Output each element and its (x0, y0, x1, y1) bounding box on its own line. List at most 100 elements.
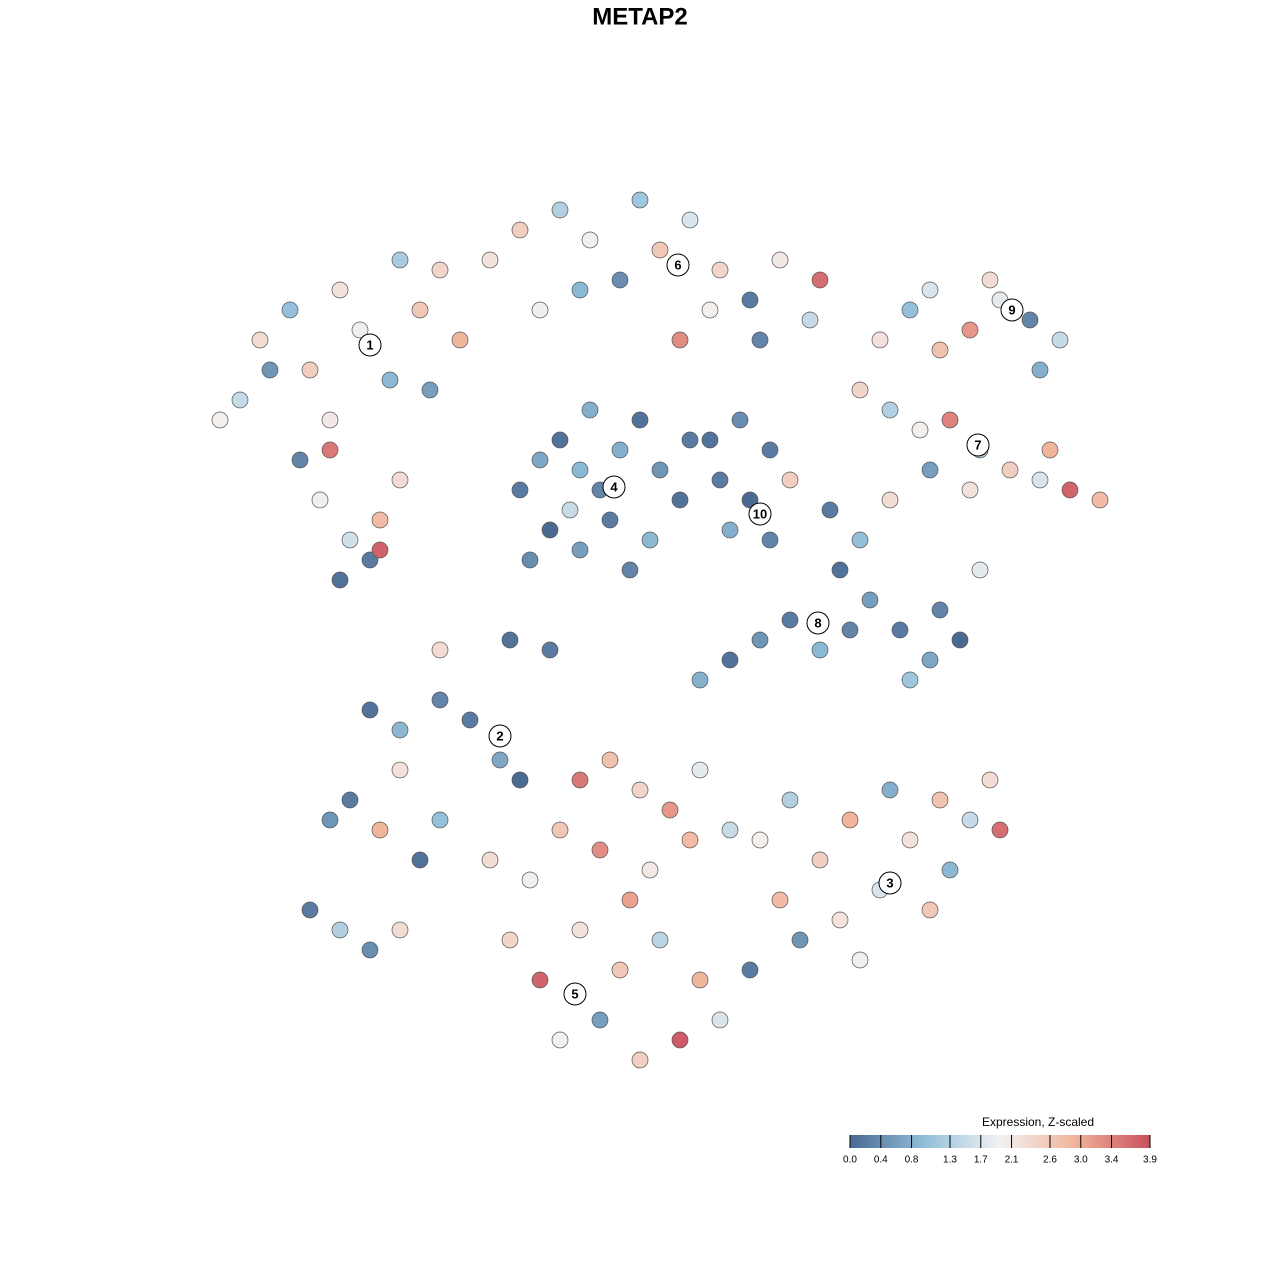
point (631, 1051, 649, 1069)
point (781, 611, 799, 629)
point (631, 411, 649, 429)
point (651, 461, 669, 479)
cluster-label: 1 (366, 337, 373, 352)
point (1051, 331, 1069, 349)
point (741, 491, 759, 509)
point (261, 361, 279, 379)
point (931, 341, 949, 359)
colorbar-tick-label: 0.4 (874, 1155, 888, 1166)
cluster-marker (602, 475, 626, 499)
point (301, 901, 319, 919)
point (581, 401, 599, 419)
point (911, 421, 929, 439)
point (751, 831, 769, 849)
point (981, 271, 999, 289)
point (861, 591, 879, 609)
point (431, 261, 449, 279)
cluster-marker (806, 611, 830, 635)
point (701, 431, 719, 449)
point (521, 551, 539, 569)
cluster-labels: 1 2 3 4 5 6 7 8 9 10 (358, 253, 1024, 1006)
point (771, 251, 789, 269)
colorbar-tick-label: 1.3 (943, 1155, 957, 1166)
point (831, 911, 849, 929)
point (761, 441, 779, 459)
point (771, 891, 789, 909)
point (371, 821, 389, 839)
point (801, 311, 819, 329)
point (931, 791, 949, 809)
point (551, 201, 569, 219)
point (741, 961, 759, 979)
point (921, 901, 939, 919)
point (921, 281, 939, 299)
cluster-marker (358, 333, 382, 357)
point (511, 221, 529, 239)
point (651, 931, 669, 949)
point (341, 531, 359, 549)
point (941, 411, 959, 429)
point (411, 851, 429, 869)
point (691, 671, 709, 689)
point (491, 751, 509, 769)
point (601, 751, 619, 769)
point (721, 821, 739, 839)
cluster-marker (966, 433, 990, 457)
colorbar-tick-label: 0.0 (843, 1155, 857, 1166)
point (421, 381, 439, 399)
colorbar-tick-label: 0.8 (905, 1155, 919, 1166)
point (721, 651, 739, 669)
point (661, 801, 679, 819)
cluster-marker (488, 724, 512, 748)
point (871, 331, 889, 349)
point (551, 431, 569, 449)
colorbar: Expression, Z-scaled 0.0 0.4 0.8 1.3 1.7 2.1 2… (843, 1115, 1157, 1165)
point (681, 211, 699, 229)
colorbar-tick-label: 3.4 (1105, 1155, 1119, 1166)
point (751, 631, 769, 649)
point (571, 461, 589, 479)
point (641, 861, 659, 879)
point (321, 811, 339, 829)
point (701, 301, 719, 319)
point (621, 891, 639, 909)
point (381, 371, 399, 389)
point (551, 1031, 569, 1049)
point (761, 531, 779, 549)
point (781, 471, 799, 489)
point (571, 281, 589, 299)
point (541, 641, 559, 659)
point (1001, 461, 1019, 479)
point (431, 691, 449, 709)
point (551, 821, 569, 839)
point (511, 481, 529, 499)
point (961, 481, 979, 499)
point (851, 951, 869, 969)
colorbar-bar (850, 1135, 1150, 1148)
point (901, 671, 919, 689)
points (211, 191, 1109, 1069)
point (641, 531, 659, 549)
point (981, 771, 999, 789)
point (231, 391, 249, 409)
colorbar-tick-label: 2.1 (1005, 1155, 1019, 1166)
cluster-marker (666, 253, 690, 277)
point (891, 621, 909, 639)
point (811, 851, 829, 869)
point (1021, 311, 1039, 329)
point (291, 451, 309, 469)
point (361, 701, 379, 719)
point (391, 721, 409, 739)
point (571, 771, 589, 789)
point (541, 521, 559, 539)
point (961, 811, 979, 829)
point (461, 711, 479, 729)
cluster-label: 2 (496, 728, 503, 743)
point (611, 271, 629, 289)
point (611, 961, 629, 979)
point (511, 771, 529, 789)
point (331, 921, 349, 939)
point (671, 331, 689, 349)
point (281, 301, 299, 319)
